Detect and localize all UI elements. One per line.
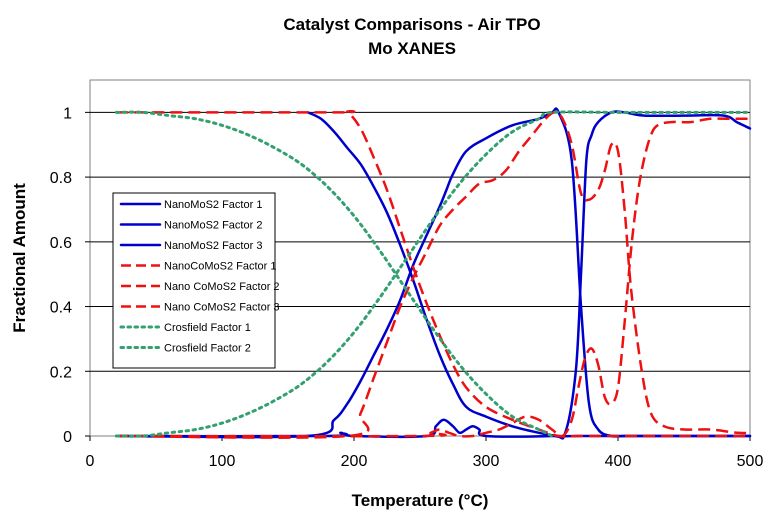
x-tick-label: 0	[86, 453, 95, 470]
legend-label: NanoMoS2 Factor 3	[164, 240, 262, 252]
y-axis: 0 0.2 0.4 0.6 0.8 1	[50, 105, 90, 446]
legend-label: NanoMoS2 Factor 1	[164, 199, 262, 211]
series-line-7	[114, 110, 554, 438]
series-line-6	[116, 117, 750, 438]
legend-label: Crosfield Factor 2	[164, 343, 251, 355]
legend-label: NanoMoS2 Factor 2	[164, 220, 262, 232]
x-tick-label: 400	[605, 453, 632, 470]
x-tick-label: 300	[473, 453, 500, 470]
y-axis-label: Fractional Amount	[10, 183, 29, 333]
legend-label: Crosfield Factor 1	[164, 322, 251, 334]
legend-label: Nano CoMoS2 Factor 3	[164, 302, 280, 314]
legend-label: NanoCoMoS2 Factor 1	[164, 261, 277, 273]
legend-label: Nano CoMoS2 Factor 2	[164, 281, 280, 293]
y-tick-label: 0.4	[50, 300, 72, 317]
y-tick-label: 0.2	[50, 364, 72, 381]
chart-title: Catalyst Comparisons - Air TPO	[283, 15, 540, 34]
y-tick-label: 1	[63, 105, 72, 122]
x-tick-label: 500	[737, 453, 764, 470]
series-line-5	[116, 111, 751, 439]
x-tick-label: 100	[209, 453, 236, 470]
y-tick-label: 0.8	[50, 170, 72, 187]
x-axis: 0 100 200 300 400 500	[86, 436, 764, 470]
series-line-8	[114, 110, 752, 438]
legend-box	[112, 192, 276, 369]
x-tick-label: 200	[341, 453, 368, 470]
chart-subtitle: Mo XANES	[368, 39, 456, 58]
legend: NanoMoS2 Factor 1 NanoMoS2 Factor 2 NanoMo…	[112, 192, 280, 369]
y-tick-label: 0.6	[50, 235, 72, 252]
y-tick-label: 0	[63, 429, 72, 446]
series-layer	[114, 107, 752, 440]
x-axis-label: Temperature (°C)	[352, 491, 489, 510]
